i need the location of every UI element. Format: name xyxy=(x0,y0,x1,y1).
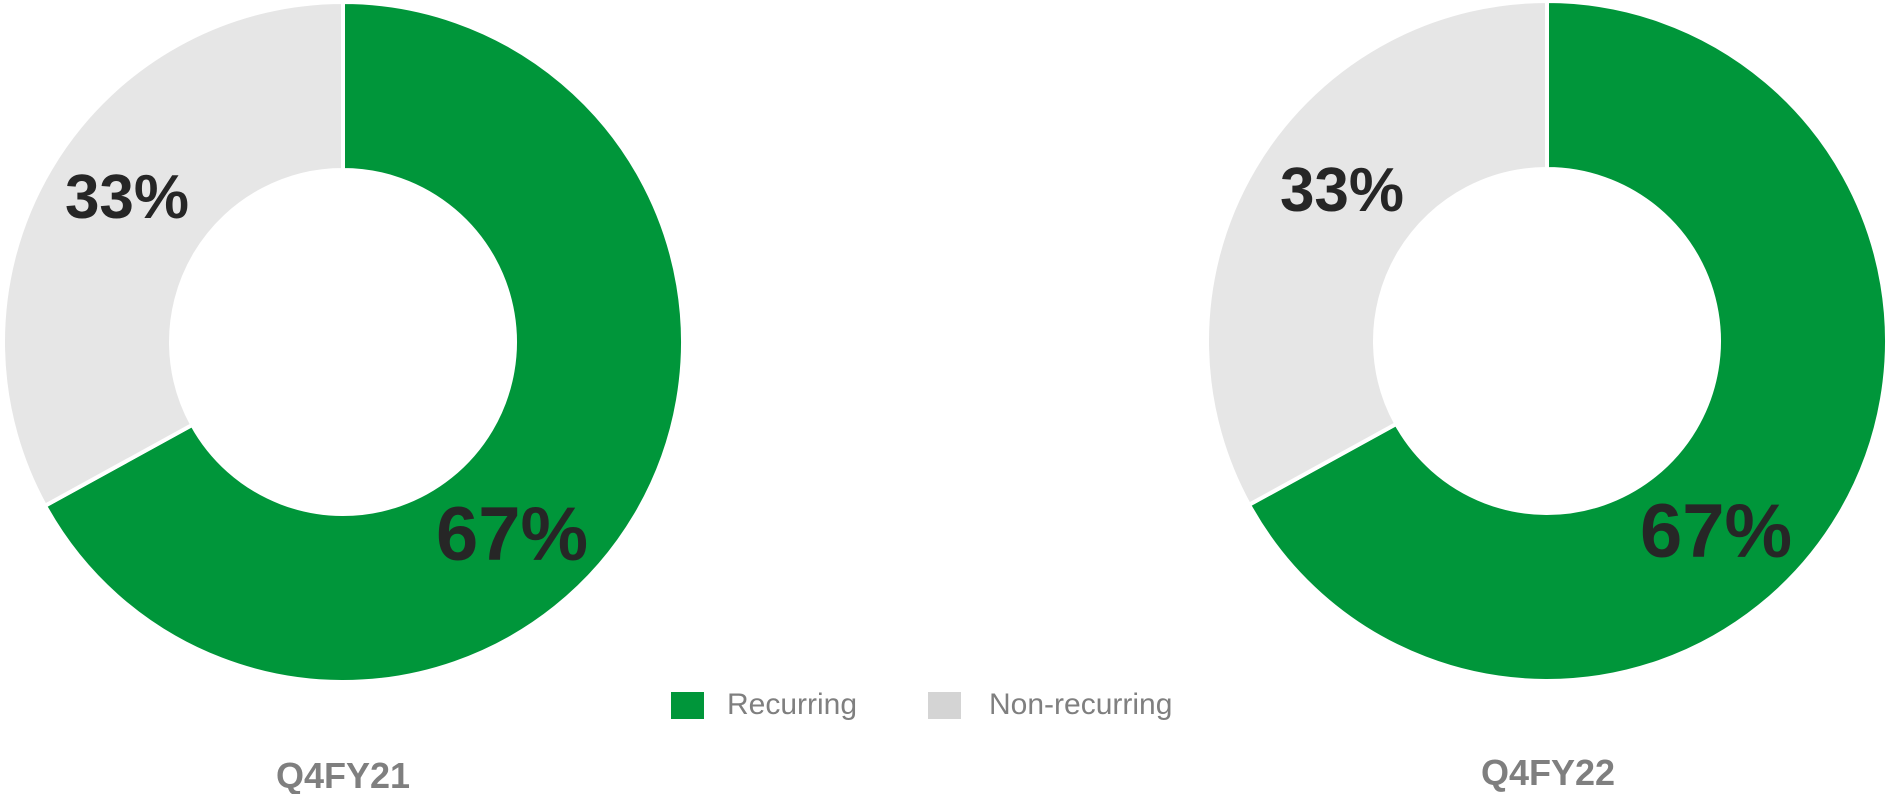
donut-slice-recurring xyxy=(1246,0,1888,683)
data-label-non-recurring: 33% xyxy=(1280,156,1404,225)
legend-label-non-recurring: Non-recurring xyxy=(989,688,1172,721)
legend-label-recurring: Recurring xyxy=(727,688,857,721)
donut-slice-recurring xyxy=(42,0,685,684)
data-label-non-recurring: 33% xyxy=(65,163,189,232)
data-label-recurring: 67% xyxy=(1640,489,1792,574)
legend-swatch-non-recurring xyxy=(928,692,961,719)
data-label-recurring: 67% xyxy=(436,492,588,577)
period-label-q4fy22: Q4FY22 xyxy=(1481,752,1615,793)
legend: Recurring Non-recurring xyxy=(671,688,1172,721)
donut-slice-non-recurring xyxy=(1205,0,1549,508)
donut-chart-q4fy22: 67% 33% xyxy=(1205,0,1888,683)
donut-slice-non-recurring xyxy=(1,0,345,509)
legend-swatch-recurring xyxy=(671,692,704,719)
donut-chart-q4fy21: 67% 33% xyxy=(1,0,685,684)
period-label-q4fy21: Q4FY21 xyxy=(276,755,410,794)
